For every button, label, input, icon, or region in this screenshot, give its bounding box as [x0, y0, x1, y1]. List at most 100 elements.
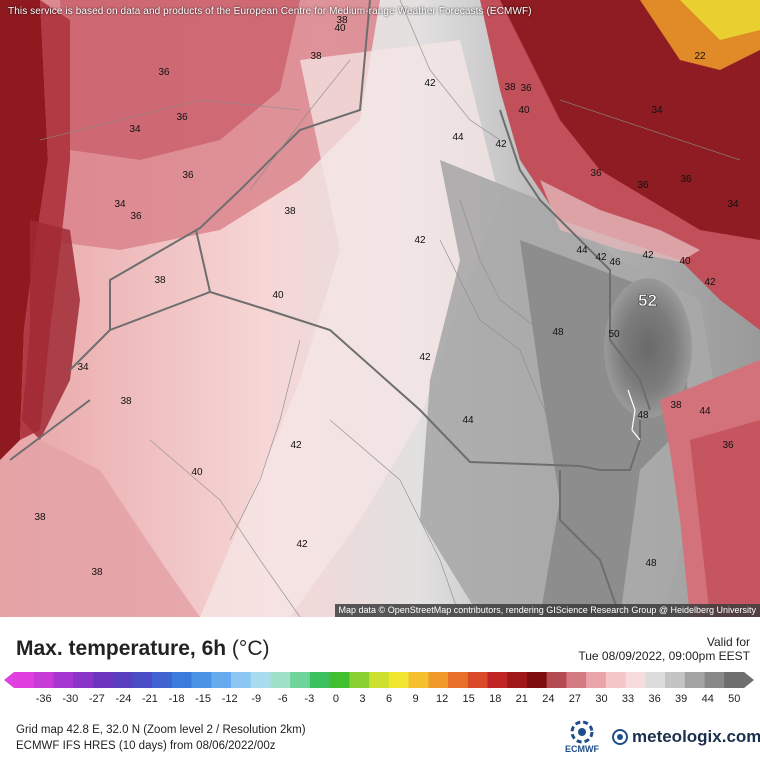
legend-panel: Max. temperature, 6h (°C) Valid for Tue …: [0, 617, 760, 760]
central-light-area: [200, 40, 500, 617]
isotherm-label: 34: [129, 124, 141, 135]
isotherm-label: 38: [504, 82, 516, 93]
isotherm-label: 40: [272, 290, 284, 301]
brand-name: meteologix.com: [632, 727, 760, 746]
scale-tick-label: -21: [142, 693, 158, 705]
scale-swatch: [487, 672, 508, 688]
isotherm-label: 40: [679, 256, 691, 267]
isotherm-label: 48: [637, 410, 649, 421]
isotherm-label: 36: [637, 180, 649, 191]
temperature-map[interactable]: 38 40 38 36 36 34 36 34 36 38 42 44 42 40 38 36 34 22 36 36…: [0, 0, 760, 617]
isotherm-label: 36: [680, 174, 692, 185]
isotherm-label: 42: [290, 440, 302, 451]
scale-swatch: [112, 672, 133, 688]
scale-swatch: [665, 672, 686, 688]
isotherm-label: 22: [694, 51, 706, 62]
scale-swatch: [211, 672, 232, 688]
isotherm-label: 36: [176, 112, 188, 123]
scale-swatch: [625, 672, 646, 688]
zagros-light: [540, 180, 700, 262]
isotherm-label: 36: [590, 168, 602, 179]
map-attribution[interactable]: Map data © OpenStreetMap contributors, r…: [334, 604, 760, 617]
isotherm-label: 42: [495, 139, 507, 150]
isotherm-label: 36: [722, 440, 734, 451]
isotherm-label: 38: [154, 275, 166, 286]
scale-tick-label: -15: [195, 693, 211, 705]
scale-tick-label: 33: [622, 693, 634, 705]
south-west-area: [0, 440, 200, 617]
isotherm-label: 36: [130, 211, 142, 222]
gulf-coast-mid: [690, 420, 760, 617]
scale-tick-label: -27: [89, 693, 105, 705]
province-borders: [39, 0, 741, 617]
scale-tick-label: 6: [386, 693, 392, 705]
scale-tick-label: -6: [278, 693, 288, 705]
scale-arrow-left: [4, 672, 14, 688]
isotherm-label: 46: [609, 257, 621, 268]
scale-tick-label: -9: [251, 693, 261, 705]
west-coast-dark: [0, 0, 48, 460]
isotherm-label: 36: [520, 83, 532, 94]
scale-swatch: [152, 672, 173, 688]
scale-arrow-right: [744, 672, 754, 688]
scale-tick-label: -18: [169, 693, 185, 705]
ecmwf-notice: This service is based on data and produc…: [8, 6, 532, 17]
scale-swatch: [73, 672, 94, 688]
scale-tick-label: 44: [702, 693, 714, 705]
scale-tick-label: -36: [36, 693, 52, 705]
isotherm-label: 44: [699, 406, 711, 417]
isotherm-label: 36: [158, 67, 170, 78]
isotherm-label: 44: [576, 245, 588, 256]
scale-swatch: [290, 672, 311, 688]
isotherm-label: 42: [414, 235, 426, 246]
scale-tick-label: 9: [412, 693, 418, 705]
scale-swatch: [250, 672, 271, 688]
scale-swatch: [586, 672, 607, 688]
ecmwf-logo[interactable]: ECMWF: [560, 719, 604, 759]
scale-tick-label: -3: [304, 693, 314, 705]
isotherm-label: 38: [34, 512, 46, 523]
ecmwf-logo-text: ECMWF: [565, 744, 599, 754]
isotherm-label: 42: [296, 539, 308, 550]
isotherm-label: 36: [182, 170, 194, 181]
scale-swatch: [329, 672, 350, 688]
scale-swatch: [191, 672, 212, 688]
scale-tick-label: 3: [359, 693, 365, 705]
scale-swatch: [704, 672, 725, 688]
scale-swatch: [171, 672, 193, 688]
scale-tick-label: 39: [675, 693, 687, 705]
hot-core: [604, 278, 692, 418]
isotherm-label: 42: [704, 277, 716, 288]
scale-swatch: [507, 672, 528, 688]
scale-tick-label: 30: [595, 693, 607, 705]
scale-swatch: [428, 672, 449, 688]
color-scale: -36 -30 -27 -24 -21 -18 -15 -12 -9 -6 -3 0 3 6 9 12 15 18…: [4, 672, 754, 705]
isotherm-label: 42: [595, 252, 607, 263]
scale-swatch: [14, 672, 35, 688]
region-max-label: 52: [638, 291, 657, 310]
chart-title: Max. temperature, 6h (°C): [16, 637, 269, 661]
scale-swatch: [645, 672, 666, 688]
isotherm-label: 38: [336, 15, 348, 26]
scale-tick-label: 24: [542, 693, 554, 705]
isotherm-label: 44: [462, 415, 474, 426]
scale-swatch: [467, 672, 489, 688]
scale-tick-label: 12: [436, 693, 448, 705]
isotherm-label: 48: [645, 558, 657, 569]
scale-swatch: [53, 672, 74, 688]
scale-tick-label: -12: [222, 693, 238, 705]
scale-swatch: [92, 672, 114, 688]
scale-swatch: [132, 672, 153, 688]
model-info: ECMWF IFS HRES (10 days) from 08/06/2022…: [16, 740, 276, 752]
scale-tick-label: -24: [115, 693, 131, 705]
scale-swatch: [526, 672, 548, 688]
isotherm-label: 40: [334, 23, 346, 34]
scale-swatch: [231, 672, 252, 688]
scale-swatch: [369, 672, 390, 688]
isotherm-label: 38: [670, 400, 682, 411]
scale-swatch: [388, 672, 410, 688]
levant-ridge: [22, 220, 80, 440]
scale-swatch: [448, 672, 469, 688]
isotherm-label: 38: [120, 396, 132, 407]
